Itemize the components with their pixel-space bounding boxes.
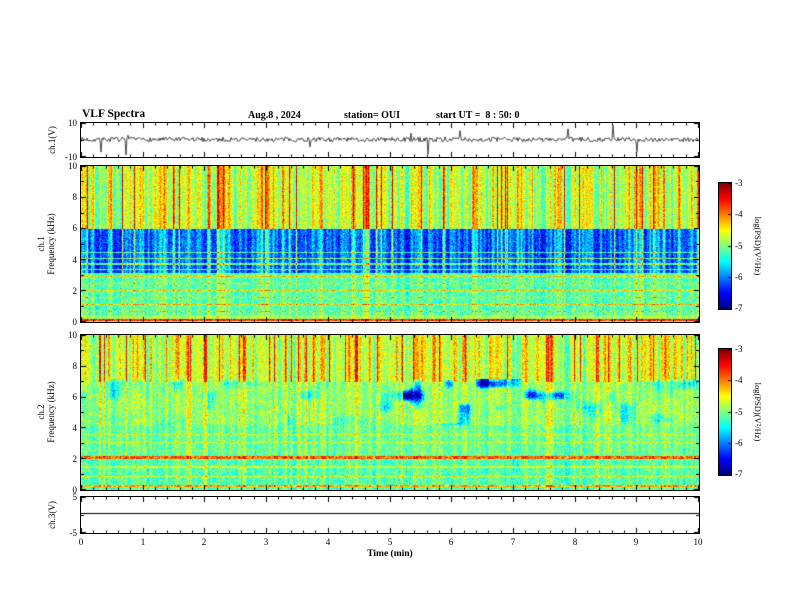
ch3-waveform-panel xyxy=(80,496,700,534)
colorbar-ch1-tick--5: -5 xyxy=(735,241,743,251)
colorbar-ch1-tick--7: -7 xyxy=(735,303,743,313)
xtick-0: 0 xyxy=(78,537,84,547)
xtick-6: 6 xyxy=(448,537,454,547)
ch2-frequency-axis-label: ch.2 Frequency (kHz) xyxy=(36,381,56,442)
ch3_wave-ytick-5: 5 xyxy=(72,492,78,502)
spec2-ytick-0: 0 xyxy=(72,485,78,495)
plot-start-ut: start UT = 8 : 50: 0 xyxy=(436,110,520,121)
colorbar-ch2-tick--6: -6 xyxy=(735,438,743,448)
ch3-voltage-axis-label: ch.3(V) xyxy=(47,501,57,529)
plot-title: VLF Spectra xyxy=(82,108,146,120)
ch2-frequency-axis-label-line2: Frequency (kHz) xyxy=(46,381,56,443)
xtick-7: 7 xyxy=(510,537,516,547)
colorbar-ch2-tick--4: -4 xyxy=(735,375,743,385)
ch2-frequency-axis-label-line1: ch.2 xyxy=(36,404,46,420)
xtick-3: 3 xyxy=(263,537,269,547)
x-axis-label: Time (min) xyxy=(367,549,413,559)
xtick-8: 8 xyxy=(572,537,578,547)
spec2-ytick-6: 6 xyxy=(72,392,78,402)
ch1_wave-ytick-10: 10 xyxy=(68,118,77,128)
colorbar-ch2-tick--5: -5 xyxy=(735,407,743,417)
xtick-4: 4 xyxy=(325,537,331,547)
ch1-waveform-canvas xyxy=(81,123,699,157)
colorbar-ch1-tick--6: -6 xyxy=(735,272,743,282)
spec2-ytick-8: 8 xyxy=(72,361,78,371)
colorbar-ch2-tick--3: -3 xyxy=(735,344,743,354)
ch3_wave-ytick--5: -5 xyxy=(69,528,78,538)
ch1_wave-ytick--10: -10 xyxy=(65,152,77,162)
spec2-ytick-10: 10 xyxy=(68,330,77,340)
ch1-spectrogram-panel xyxy=(80,165,700,323)
spec2-ytick-4: 4 xyxy=(72,423,78,433)
ch1-spectrogram-canvas xyxy=(81,166,699,322)
spec1-ytick-6: 6 xyxy=(72,223,78,233)
spec1-ytick-10: 10 xyxy=(68,161,77,171)
ch1-frequency-axis-label-line2: Frequency (kHz) xyxy=(46,213,56,275)
spec1-ytick-4: 4 xyxy=(72,255,78,265)
xtick-9: 9 xyxy=(633,537,639,547)
xtick-2: 2 xyxy=(201,537,207,547)
colorbar-ch2-canvas xyxy=(719,349,731,475)
ch1-waveform-panel xyxy=(80,122,700,158)
colorbar-ch2-tick--7: -7 xyxy=(735,469,743,479)
colorbar-ch1-tick--3: -3 xyxy=(735,178,743,188)
spec2-ytick-2: 2 xyxy=(72,454,78,464)
xtick-5: 5 xyxy=(387,537,393,547)
spec1-ytick-0: 0 xyxy=(72,317,78,327)
colorbar-ch1 xyxy=(718,182,732,310)
spec1-ytick-2: 2 xyxy=(72,286,78,296)
colorbar-ch1-tick--4: -4 xyxy=(735,209,743,219)
plot-station: station= OUI xyxy=(344,110,400,121)
ch1-frequency-axis-label-line1: ch.1 xyxy=(36,236,46,252)
ch1-frequency-axis-label: ch.1 Frequency (kHz) xyxy=(36,213,56,274)
ch3-waveform-canvas xyxy=(81,497,699,533)
ch1-voltage-axis-label: ch.1(V) xyxy=(47,126,57,154)
plot-date: Aug.8 , 2024 xyxy=(248,110,301,121)
ch2-spectrogram-canvas xyxy=(81,335,699,490)
colorbar-ch2 xyxy=(718,348,732,476)
ch2-spectrogram-panel xyxy=(80,334,700,491)
colorbar-ch1-canvas xyxy=(719,183,731,309)
xtick-1: 1 xyxy=(140,537,146,547)
spec1-ytick-8: 8 xyxy=(72,192,78,202)
xtick-10: 10 xyxy=(693,537,703,547)
